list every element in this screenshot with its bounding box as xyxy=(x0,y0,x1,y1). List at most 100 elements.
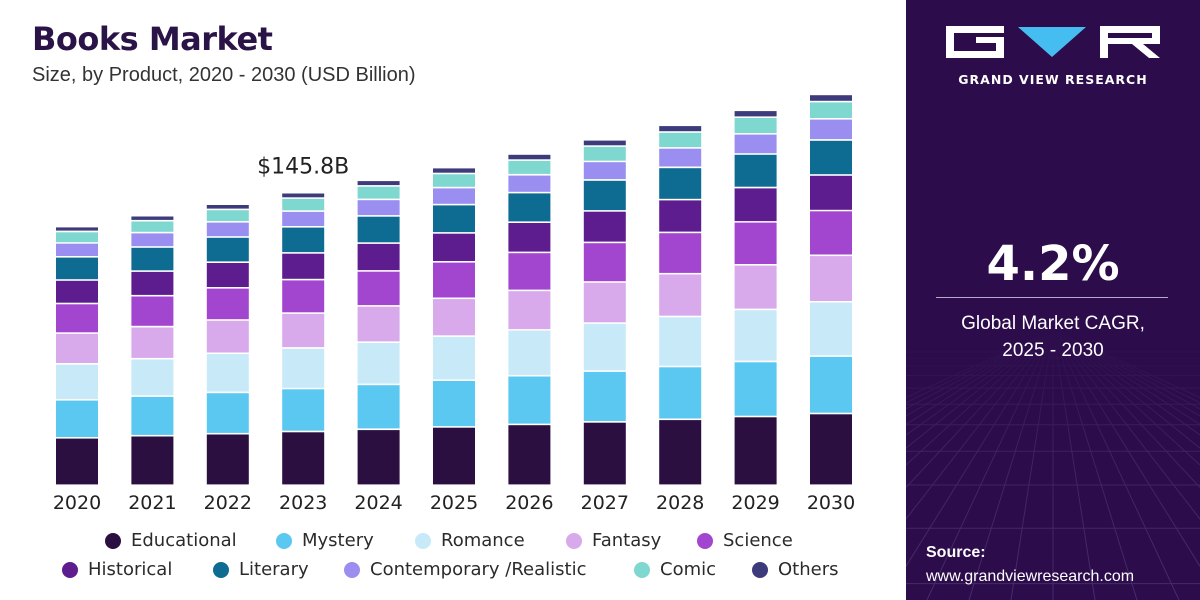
bar-segment-educational-2028 xyxy=(659,420,702,485)
legend-swatch xyxy=(344,561,360,578)
bar-segment-contemporary-realistic-2020 xyxy=(56,243,98,256)
bar-segment-science-2027 xyxy=(583,243,626,282)
legend-swatch xyxy=(62,561,78,578)
bar-segment-mystery-2026 xyxy=(508,376,551,424)
bar-segment-historical-2029 xyxy=(734,188,777,222)
bar-segment-science-2026 xyxy=(508,253,551,290)
bar-segment-fantasy-2024 xyxy=(357,306,400,342)
legend-label: Science xyxy=(723,530,793,551)
bar-segment-romance-2026 xyxy=(508,330,551,375)
bar-segment-fantasy-2027 xyxy=(583,282,626,323)
cagr-value: 4.2% xyxy=(986,236,1120,292)
chart-subtitle: Size, by Product, 2020 - 2030 (USD Billi… xyxy=(32,64,416,86)
bar-segment-historical-2022 xyxy=(206,263,249,287)
bar-segment-mystery-2030 xyxy=(810,356,852,413)
bar-segment-fantasy-2029 xyxy=(734,265,777,309)
bar-segment-fantasy-2025 xyxy=(433,299,475,336)
x-tick-label: 2027 xyxy=(581,492,629,514)
bar-segment-science-2023 xyxy=(282,280,325,313)
bar-segment-contemporary-realistic-2028 xyxy=(659,148,702,167)
company-logo xyxy=(946,26,1160,58)
bar-segment-science-2028 xyxy=(659,233,702,273)
legend-swatch xyxy=(566,532,582,549)
info-sidebar: GRAND VIEW RESEARCH 4.2% Global Market C… xyxy=(906,0,1200,600)
bar-segment-historical-2025 xyxy=(433,233,475,261)
bar-segment-fantasy-2020 xyxy=(56,333,98,363)
bar-segment-mystery-2020 xyxy=(56,400,98,437)
bar-segment-comic-2025 xyxy=(433,174,475,187)
bar-segment-fantasy-2021 xyxy=(131,327,174,358)
legend-item: Contemporary /Realistic xyxy=(344,559,587,580)
bar-segment-literary-2029 xyxy=(734,154,777,187)
bar-segment-fantasy-2030 xyxy=(810,256,852,301)
bar-segment-historical-2023 xyxy=(282,253,325,279)
x-tick-label: 2022 xyxy=(204,492,252,514)
bar-segment-others-2026 xyxy=(508,154,551,160)
bar-segment-contemporary-realistic-2025 xyxy=(433,188,475,204)
bar-segment-educational-2027 xyxy=(583,422,626,485)
bar-segment-contemporary-realistic-2023 xyxy=(282,211,325,226)
grid-fade xyxy=(906,0,1200,600)
bar-segment-literary-2020 xyxy=(56,257,98,280)
bar-segment-mystery-2025 xyxy=(433,381,475,427)
bar-segment-contemporary-realistic-2022 xyxy=(206,222,249,237)
bar-segment-science-2030 xyxy=(810,211,852,255)
chart-legend: Educational Mystery Romance Fantasy Science H… xyxy=(0,530,906,588)
bar-segment-educational-2022 xyxy=(206,434,249,485)
x-tick-label: 2028 xyxy=(656,492,704,514)
bar-segment-mystery-2027 xyxy=(583,371,626,421)
cagr-label: Global Market CAGR, 2025 - 2030 xyxy=(906,310,1200,364)
bar-segment-romance-2020 xyxy=(56,364,98,399)
legend-item: Comic xyxy=(634,559,716,580)
bar-segment-literary-2022 xyxy=(206,237,249,262)
bar-segment-fantasy-2028 xyxy=(659,274,702,316)
bar-segment-historical-2026 xyxy=(508,223,551,252)
x-tick-label: 2020 xyxy=(53,492,101,514)
bar-segment-literary-2025 xyxy=(433,205,475,233)
bar-segment-contemporary-realistic-2021 xyxy=(131,233,174,247)
legend-item: Educational xyxy=(105,530,237,551)
bar-segment-contemporary-realistic-2030 xyxy=(810,119,852,140)
bar-segment-science-2029 xyxy=(734,222,777,264)
legend-swatch xyxy=(752,561,768,578)
bar-segment-others-2030 xyxy=(810,95,852,101)
bar-segment-mystery-2023 xyxy=(282,389,325,431)
legend-label: Fantasy xyxy=(592,530,662,551)
legend-label: Comic xyxy=(660,559,717,580)
bar-segment-others-2028 xyxy=(659,126,702,132)
bar-segment-romance-2025 xyxy=(433,336,475,380)
bar-segment-educational-2029 xyxy=(734,417,777,485)
bar-segment-contemporary-realistic-2027 xyxy=(583,162,626,180)
bar-segment-fantasy-2022 xyxy=(206,320,249,353)
chart-title: Books Market xyxy=(32,20,273,58)
bar-segment-comic-2021 xyxy=(131,221,174,232)
bar-segment-comic-2030 xyxy=(810,102,852,118)
bar-segment-comic-2020 xyxy=(56,232,98,243)
brand-name: GRAND VIEW RESEARCH xyxy=(958,72,1148,87)
x-tick-label: 2026 xyxy=(505,492,553,514)
legend-item: Fantasy xyxy=(566,530,661,551)
bar-segment-romance-2023 xyxy=(282,348,325,388)
source-heading: Source: xyxy=(926,544,986,561)
source-url[interactable]: www.grandviewresearch.com xyxy=(926,568,1135,585)
bar-segment-comic-2024 xyxy=(357,186,400,199)
bar-segment-educational-2023 xyxy=(282,432,325,485)
legend-label: Literary xyxy=(239,559,309,580)
bar-segment-mystery-2029 xyxy=(734,362,777,416)
bar-segment-science-2022 xyxy=(206,288,249,320)
perspective-grid-decoration xyxy=(906,0,1200,600)
bar-segment-fantasy-2026 xyxy=(508,291,551,330)
bar-segment-fantasy-2023 xyxy=(282,313,325,348)
bar-segment-science-2024 xyxy=(357,271,400,306)
divider xyxy=(936,297,1168,298)
x-tick-label: 2021 xyxy=(128,492,176,514)
bar-segment-literary-2027 xyxy=(583,180,626,211)
bar-segment-comic-2026 xyxy=(508,160,551,174)
bar-segment-others-2020 xyxy=(56,227,98,231)
bar-segment-science-2021 xyxy=(131,296,174,326)
bar-segment-educational-2025 xyxy=(433,427,475,485)
bar-segment-romance-2027 xyxy=(583,323,626,371)
legend-swatch xyxy=(634,561,650,578)
x-tick-label: 2025 xyxy=(430,492,478,514)
cagr-label-line2: 2025 - 2030 xyxy=(1002,340,1104,361)
